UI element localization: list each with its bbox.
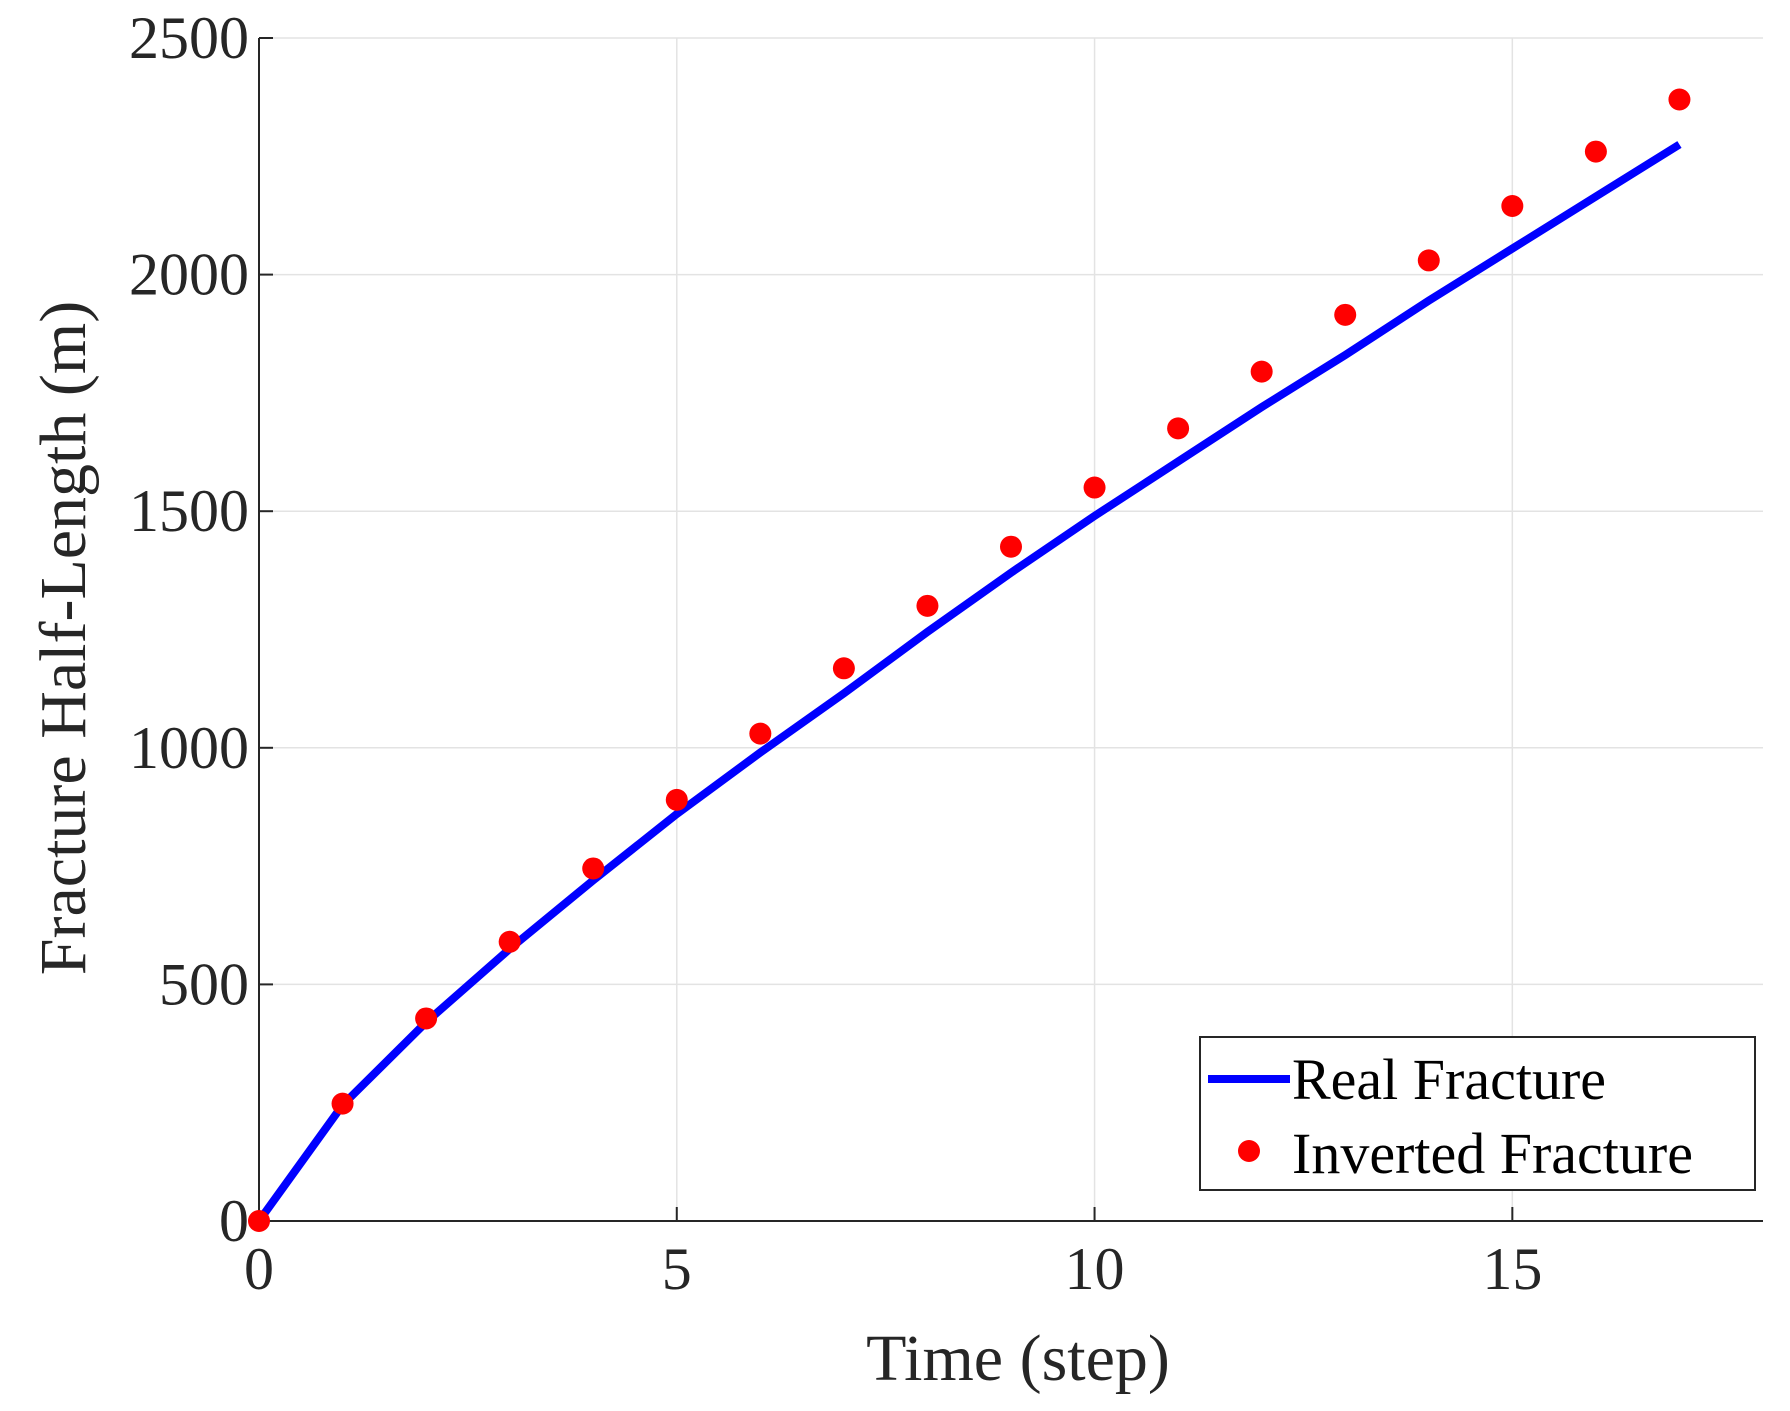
axes — [258, 37, 1763, 1222]
x-axis-label: Time (step) — [866, 1322, 1170, 1395]
inverted-fracture-point — [1000, 535, 1022, 558]
legend-label-real: Real Fracture — [1292, 1047, 1606, 1112]
legend-box — [1199, 1036, 1756, 1191]
y-tick-label: 1500 — [129, 478, 249, 544]
tick-labels: 0 5 10 15 0 500 1000 1500 2000 2500 — [129, 5, 1542, 1302]
inverted-fracture-point — [749, 722, 772, 745]
inverted-fracture-point — [582, 857, 605, 880]
legend-label-inverted: Inverted Fracture — [1292, 1121, 1693, 1186]
y-axis-label: Fracture Half-Length (m) — [27, 301, 100, 975]
y-tick-label: 1000 — [129, 715, 249, 781]
grid — [259, 37, 1763, 1221]
inverted-fracture-point — [832, 657, 855, 680]
inverted-fracture-point — [1417, 249, 1440, 272]
inverted-fracture-point — [1250, 360, 1273, 383]
inverted-fracture-point — [1668, 88, 1691, 111]
y-tick-label: 2000 — [129, 242, 249, 308]
inverted-fracture-point — [331, 1092, 354, 1115]
inverted-fracture-point — [498, 930, 521, 953]
inverted-fracture-point — [248, 1210, 270, 1232]
legend-marker-swatch — [1238, 1140, 1260, 1162]
y-tick-label: 500 — [159, 951, 249, 1017]
x-tick-label: 10 — [1065, 1236, 1125, 1302]
x-tick-label: 0 — [244, 1236, 274, 1302]
real-fracture-line — [255, 141, 1682, 1224]
inverted-fracture-point — [1083, 476, 1106, 499]
x-tick-label: 5 — [662, 1236, 692, 1302]
real-fracture-series — [255, 141, 1682, 1224]
inverted-fracture-point — [415, 1007, 438, 1030]
y-tick-label: 2500 — [129, 5, 249, 71]
inverted-fracture-point — [1584, 140, 1607, 163]
y-tick-label: 0 — [219, 1188, 249, 1254]
inverted-fracture-point — [665, 788, 688, 811]
inverted-fracture-point — [916, 594, 939, 617]
inverted-fracture-point — [1167, 417, 1190, 440]
inverted-fracture-series — [248, 88, 1691, 1232]
inverted-fracture-point — [1334, 303, 1357, 326]
legend: Real Fracture Inverted Fracture — [1199, 1036, 1756, 1191]
inverted-fracture-point — [1501, 194, 1524, 217]
x-tick-label: 15 — [1482, 1236, 1542, 1302]
